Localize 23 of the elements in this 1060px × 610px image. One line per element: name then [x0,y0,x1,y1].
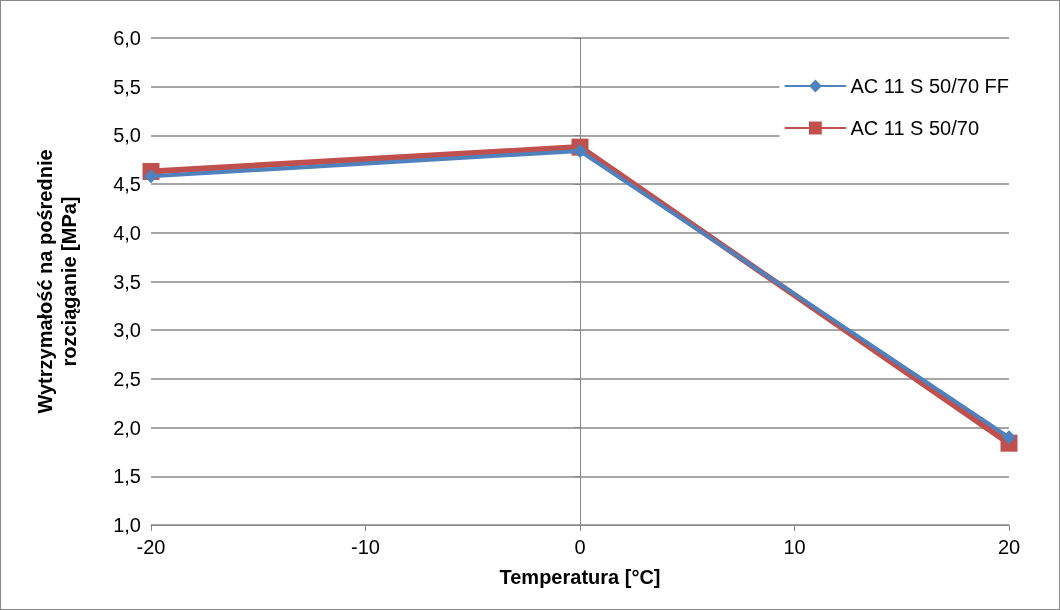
y-tick-label: 5,0 [113,124,141,147]
x-tick-label: -10 [351,536,380,558]
y-tick-label: 2,0 [113,416,141,439]
x-tick-label: 0 [574,536,586,558]
x-tick-label: 20 [997,536,1021,558]
legend-label: AC 11 S 50/70 [850,117,980,139]
point [573,143,587,158]
point [1002,430,1016,445]
y-tick-label: 4,5 [113,173,141,196]
y-tick-label: 6,0 [113,27,141,49]
x-tick-label: 10 [783,536,806,558]
y-tick-label: 3,0 [113,319,141,342]
x-axis-title: Temperatura [°C] [499,566,661,588]
y-tick-label: 4,0 [113,221,141,244]
y-axis-title: Wytrzymałość na pośrednie rozciąganie [MPa] [34,149,80,414]
point [144,169,158,184]
legend-label: AC 11 S 50/70 FF [850,75,1009,97]
y-tick-label: 2,5 [113,367,141,390]
y-tick-label: 1,5 [113,465,141,488]
x-tick-label: -20 [136,536,166,558]
y-tick-label: 1,0 [113,514,141,536]
y-tick-label: 3,5 [113,270,141,293]
y-tick-label: 5,5 [113,75,141,98]
